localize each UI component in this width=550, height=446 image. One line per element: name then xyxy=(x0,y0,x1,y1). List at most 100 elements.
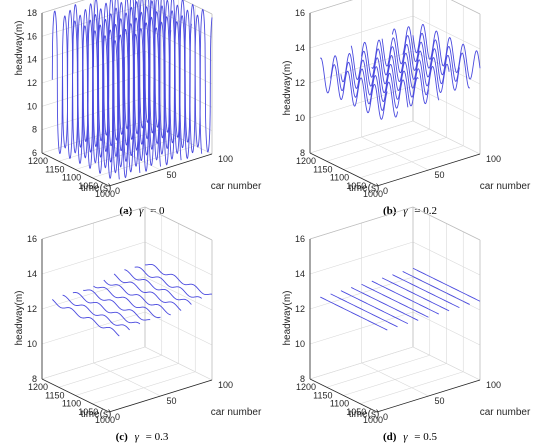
z-tick-label-a-5: 16 xyxy=(27,31,37,41)
car-tick-label-b-1: 50 xyxy=(435,170,445,180)
series-line-car-10-d xyxy=(320,296,388,331)
box-edge-d-1 xyxy=(412,206,481,241)
time-axis-line-d xyxy=(309,378,378,413)
series-line-car-70-b xyxy=(381,37,450,93)
z-tick-label-d-1: 10 xyxy=(295,339,305,349)
grid-c-floor-c-1 xyxy=(93,362,161,397)
car-tick-label-d-0: 0 xyxy=(383,412,388,422)
time-tick-label-b-4: 1200 xyxy=(296,156,316,166)
series-line-car-70-d xyxy=(381,277,450,312)
grid-c-floor-c-2 xyxy=(144,346,213,381)
series-line-car-50-b xyxy=(361,41,429,105)
series-line-car-90-b xyxy=(402,26,471,89)
z-tick-label-c-0: 8 xyxy=(32,374,37,384)
panel-c-lines xyxy=(52,263,213,337)
panel-a-zlabel: headway(m) xyxy=(14,20,25,75)
time-axis-line-c xyxy=(41,378,110,413)
series-line-car-60-d xyxy=(371,280,440,315)
panel-b-caption-tag: (b) xyxy=(383,205,397,217)
panel-c-axes xyxy=(41,239,213,413)
panel-c-caption: (c) γ = 0.3 xyxy=(116,431,169,443)
series-line-car-90-c xyxy=(134,266,202,299)
time-tick-label-b-2: 1100 xyxy=(330,173,349,183)
panel-c-caption-value: = 0.3 xyxy=(146,431,169,443)
time-tick-label-c-2: 1100 xyxy=(62,399,81,409)
panel-d-caption-symbol: γ xyxy=(403,431,408,443)
panel-b-zlabel: headway(m) xyxy=(282,60,293,115)
z-tick-label-d-4: 16 xyxy=(295,234,305,244)
panel-d-caption: (d) γ = 0.5 xyxy=(383,431,438,443)
z-tick-label-a-3: 12 xyxy=(27,78,37,88)
series-line-car-40-d xyxy=(350,287,419,321)
grid-c-floor-d-2 xyxy=(412,346,481,381)
time-tick-label-c-1: 1050 xyxy=(78,407,98,417)
time-tick-label-a-3: 1150 xyxy=(45,164,64,174)
z-tick-label-b-1: 10 xyxy=(295,113,305,123)
car-tick-label-a-1: 50 xyxy=(167,170,177,180)
panel-d-caption-value: = 0.5 xyxy=(414,431,437,443)
series-line-car-10-a xyxy=(51,10,120,180)
z-tick-label-b-0: 8 xyxy=(300,148,305,158)
z-tick-label-a-2: 10 xyxy=(27,101,37,111)
car-tick-label-d-2: 100 xyxy=(486,380,501,390)
series-line-car-10-c xyxy=(52,299,120,337)
panel-d-caption-tag: (d) xyxy=(383,431,397,443)
series-line-car-100-b xyxy=(412,23,481,80)
panel-b-lines xyxy=(319,23,481,120)
car-axis-line-b xyxy=(376,153,481,187)
series-line-car-50-c xyxy=(93,285,161,318)
panel-c-xlabel: car number xyxy=(211,407,262,418)
series-line-car-60-c xyxy=(103,279,171,316)
panel-d-zlabel: headway(m) xyxy=(282,290,293,345)
z-tick-label-d-3: 14 xyxy=(295,269,305,279)
series-line-car-60-b xyxy=(371,39,440,101)
time-axis-line-b xyxy=(309,152,378,187)
series-line-car-20-d xyxy=(330,293,398,328)
time-tick-label-d-3: 1150 xyxy=(313,390,332,400)
time-tick-label-a-4: 1200 xyxy=(28,156,48,166)
box-edge-b-0 xyxy=(309,0,354,14)
car-tick-label-b-2: 100 xyxy=(486,154,501,164)
box-edge-c-1 xyxy=(144,206,213,241)
z-tick-label-c-1: 10 xyxy=(27,339,37,349)
z-tick-label-a-6: 18 xyxy=(27,8,37,18)
car-tick-label-a-2: 100 xyxy=(218,154,233,164)
series-line-car-100-a xyxy=(144,0,213,153)
series-line-car-50-d xyxy=(361,283,429,318)
time-axis-line-a xyxy=(41,152,110,187)
z-tick-label-b-3: 14 xyxy=(295,43,305,53)
car-tick-label-c-1: 50 xyxy=(167,396,177,406)
time-tick-label-d-4: 1200 xyxy=(296,382,316,392)
time-tick-label-c-3: 1150 xyxy=(45,390,64,400)
series-line-car-50-a xyxy=(93,0,161,167)
time-tick-label-c-4: 1200 xyxy=(28,382,48,392)
car-tick-label-d-1: 50 xyxy=(435,396,445,406)
z-tick-label-c-2: 12 xyxy=(27,304,37,314)
panel-d-lines xyxy=(320,267,481,331)
grid-c-floor-d-1 xyxy=(361,362,429,397)
series-line-car-40-c xyxy=(83,289,151,321)
time-tick-label-a-2: 1100 xyxy=(62,173,81,183)
box-edge-a-1 xyxy=(182,0,213,15)
series-line-car-90-d xyxy=(402,271,470,305)
car-tick-label-c-0: 0 xyxy=(115,412,120,422)
series-line-car-80-d xyxy=(392,274,460,309)
panel-a-xlabel: car number xyxy=(211,181,262,192)
z-tick-label-a-1: 8 xyxy=(32,125,37,135)
panel-b-grid xyxy=(309,0,481,187)
time-tick-label-a-0: 1000 xyxy=(95,189,115,199)
z-tick-label-a-0: 6 xyxy=(32,148,37,158)
panel-a-caption-tag: (a) xyxy=(119,205,132,217)
panel-b-xlabel: car number xyxy=(480,181,531,192)
z-tick-label-c-3: 14 xyxy=(27,269,37,279)
time-tick-label-d-0: 1000 xyxy=(363,415,383,425)
z-tick-label-d-0: 8 xyxy=(300,374,305,384)
series-line-car-20-c xyxy=(62,294,130,331)
panel-a-ylabel: time(s) xyxy=(81,183,112,194)
